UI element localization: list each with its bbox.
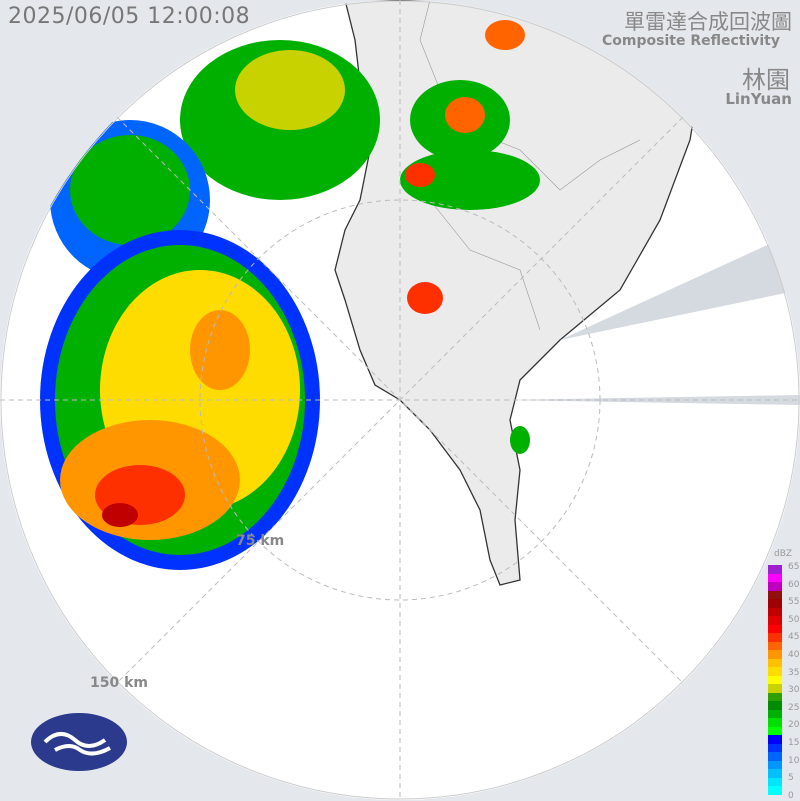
station-name-zh: 林園 [742, 66, 790, 94]
timestamp: 2025/06/05 12:00:08 [8, 4, 251, 29]
dbz-color-legend [768, 564, 782, 795]
legend-tick-label: 35 [788, 667, 800, 678]
legend-unit: dBZ [774, 549, 793, 559]
legend-tick-label: 65 [788, 562, 800, 572]
range-label-150km: 150 km [90, 675, 148, 691]
beam-blockage [560, 230, 800, 340]
legend-color-step [768, 785, 782, 795]
legend-tick-label: 40 [788, 650, 800, 660]
legend-color-step [768, 666, 782, 676]
legend-color-step [768, 768, 782, 778]
legend-tick-label: 0 [788, 790, 794, 801]
legend-color-step [768, 751, 782, 761]
legend-color-step [768, 624, 782, 634]
legend-tick-label: 15 [788, 738, 800, 748]
grid-line [116, 116, 684, 684]
legend-tick-label: 45 [788, 632, 800, 643]
legend-tick-label: 5 [788, 773, 794, 784]
station-name-en: LinYuan [725, 90, 792, 108]
legend-tick-label: 30 [788, 685, 800, 696]
legend-color-step [768, 717, 782, 727]
range-ring-75km [199, 199, 601, 601]
legend-color-step [768, 581, 782, 591]
legend-color-step [768, 641, 782, 651]
legend-color-step [768, 632, 782, 642]
product-title-zh: 單雷達合成回波圖 [624, 10, 792, 34]
legend-tick-label: 10 [788, 755, 800, 766]
legend-color-step [768, 743, 782, 753]
cwa-logo [31, 713, 127, 771]
legend-tick-label: 25 [788, 702, 800, 713]
legend-color-step [768, 590, 782, 600]
legend-color-step [768, 598, 782, 608]
legend-color-step [768, 573, 782, 583]
range-label-75km: 75 km [236, 533, 285, 549]
legend-color-step [768, 649, 782, 659]
legend-color-step [768, 692, 782, 702]
legend-color-step [768, 700, 782, 710]
legend-color-step [768, 658, 782, 668]
legend-color-step [768, 734, 782, 744]
legend-color-step [768, 760, 782, 770]
legend-color-step [768, 683, 782, 693]
legend-color-step [768, 615, 782, 625]
legend-color-step [768, 607, 782, 617]
legend-color-step [768, 777, 782, 787]
legend-tick-label: 55 [788, 597, 800, 608]
legend-color-step [768, 726, 782, 736]
legend-color-step [768, 709, 782, 719]
legend-tick-label: 60 [788, 579, 800, 590]
product-title-en: Composite Reflectivity [602, 33, 780, 49]
legend-tick-label: 50 [788, 614, 800, 625]
legend-color-step [768, 675, 782, 685]
legend-color-step [768, 564, 782, 574]
legend-tick-label: 20 [788, 720, 800, 731]
